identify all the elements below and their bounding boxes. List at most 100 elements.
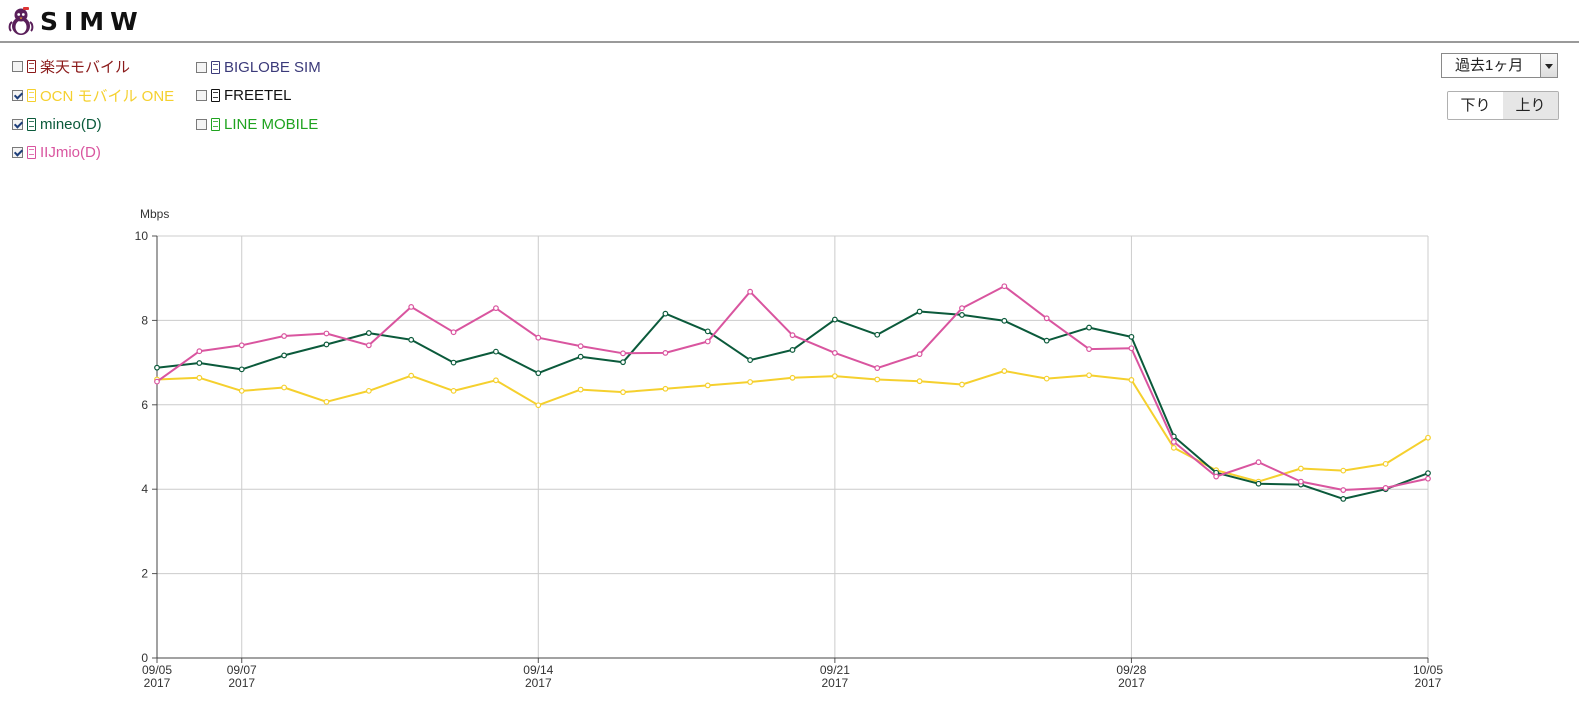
checkbox[interactable] [12, 146, 23, 158]
data-point [1340, 467, 1347, 474]
data-point [535, 370, 542, 377]
data-point [1213, 473, 1220, 480]
x-tick-label: 10/05 [1413, 663, 1443, 677]
data-point [238, 366, 245, 373]
data-point [1086, 324, 1092, 331]
data-point [747, 288, 754, 295]
data-point [916, 351, 923, 358]
data-point [577, 386, 584, 393]
data-point [916, 378, 923, 385]
data-point [1128, 377, 1135, 383]
legend-item-line-mobile[interactable]: LINE MOBILE [196, 114, 318, 134]
phone-icon [211, 88, 220, 102]
phone-icon [211, 117, 220, 131]
x-tick-year: 2017 [228, 676, 255, 690]
data-point [408, 303, 415, 310]
data-point [365, 387, 372, 394]
data-point [323, 398, 330, 405]
phone-icon [27, 88, 36, 102]
data-point [154, 378, 160, 385]
penguin-mascot-icon [8, 7, 34, 35]
checkbox[interactable] [196, 118, 207, 130]
data-point [789, 347, 796, 353]
data-point [450, 359, 457, 366]
data-point [662, 349, 669, 356]
data-point [196, 360, 203, 366]
x-tick-label: 09/28 [1116, 663, 1146, 677]
y-tick-label: 6 [141, 398, 148, 412]
phone-icon [211, 60, 220, 74]
legend-item-biglobe[interactable]: BIGLOBE SIM [196, 57, 321, 77]
y-tick-label: 4 [141, 482, 148, 496]
data-point [662, 385, 669, 392]
x-tick-label: 09/14 [523, 663, 553, 677]
x-tick-label: 09/07 [227, 663, 257, 677]
chart-series [154, 283, 1431, 502]
data-point [704, 338, 711, 345]
data-point [493, 305, 499, 312]
period-select-value: 過去1ヶ月 [1455, 57, 1524, 74]
y-axis-unit: Mbps [140, 207, 169, 221]
x-tick-year: 2017 [1118, 676, 1145, 690]
data-point [1043, 337, 1050, 344]
data-point [577, 353, 584, 360]
data-point [916, 308, 923, 315]
y-tick-label: 0 [141, 651, 148, 665]
data-point [747, 357, 754, 363]
data-point [493, 377, 499, 384]
legend-item-iijmio[interactable]: IIJmio(D) [12, 142, 101, 162]
legend-label: IIJmio(D) [40, 143, 101, 161]
data-point [323, 341, 330, 348]
y-tick-label: 10 [135, 229, 149, 243]
data-point [1001, 317, 1008, 324]
data-point [747, 379, 754, 385]
checkbox[interactable] [12, 89, 23, 101]
download-toggle-button[interactable]: 下り [1448, 92, 1503, 119]
data-point [535, 402, 542, 409]
legend-item-ocn[interactable]: OCN モバイル ONE [12, 85, 174, 105]
series [154, 368, 1431, 485]
data-point [1043, 375, 1050, 382]
checkbox[interactable] [196, 61, 207, 73]
phone-icon [27, 59, 36, 73]
data-point [577, 343, 584, 350]
data-point [1170, 444, 1177, 451]
checkbox[interactable] [196, 89, 207, 101]
legend-label: 楽天モバイル [40, 58, 131, 76]
data-point [1001, 283, 1008, 290]
legend-item-mineo[interactable]: mineo(D) [12, 114, 102, 134]
data-point [1086, 346, 1092, 352]
checkbox[interactable] [12, 118, 23, 130]
data-point [1297, 478, 1304, 485]
site-header: SIMW [0, 0, 1579, 43]
data-point [959, 381, 965, 388]
legend-label: BIGLOBE SIM [224, 58, 321, 76]
site-logo[interactable]: SIMW [8, 5, 144, 37]
legend-label: mineo(D) [40, 115, 102, 133]
data-point [450, 387, 457, 394]
phone-icon [27, 145, 36, 159]
direction-toggle: 下り 上り [1447, 91, 1559, 120]
y-axis-labels: 0 2 4 6 8 10 [135, 229, 149, 665]
data-point [154, 364, 160, 371]
data-point [704, 328, 711, 335]
period-select[interactable]: 過去1ヶ月 [1441, 53, 1558, 78]
data-point [1255, 459, 1262, 466]
chevron-down-icon[interactable] [1540, 54, 1557, 77]
data-point [281, 384, 288, 391]
legend-item-rakuten[interactable]: 楽天モバイル [12, 56, 130, 76]
chart-axes [152, 235, 1429, 663]
upload-toggle-button[interactable]: 上り [1503, 92, 1558, 119]
data-point [831, 349, 838, 356]
data-point [493, 348, 499, 355]
phone-icon [27, 117, 36, 131]
data-point [365, 342, 372, 349]
data-point [620, 359, 626, 366]
data-point [831, 373, 838, 380]
logo-text: SIMW [40, 6, 144, 36]
legend-item-freetel[interactable]: FREETEL [196, 85, 292, 105]
series-line [156, 285, 1429, 491]
checkbox[interactable] [12, 60, 23, 72]
data-point [1425, 475, 1431, 482]
